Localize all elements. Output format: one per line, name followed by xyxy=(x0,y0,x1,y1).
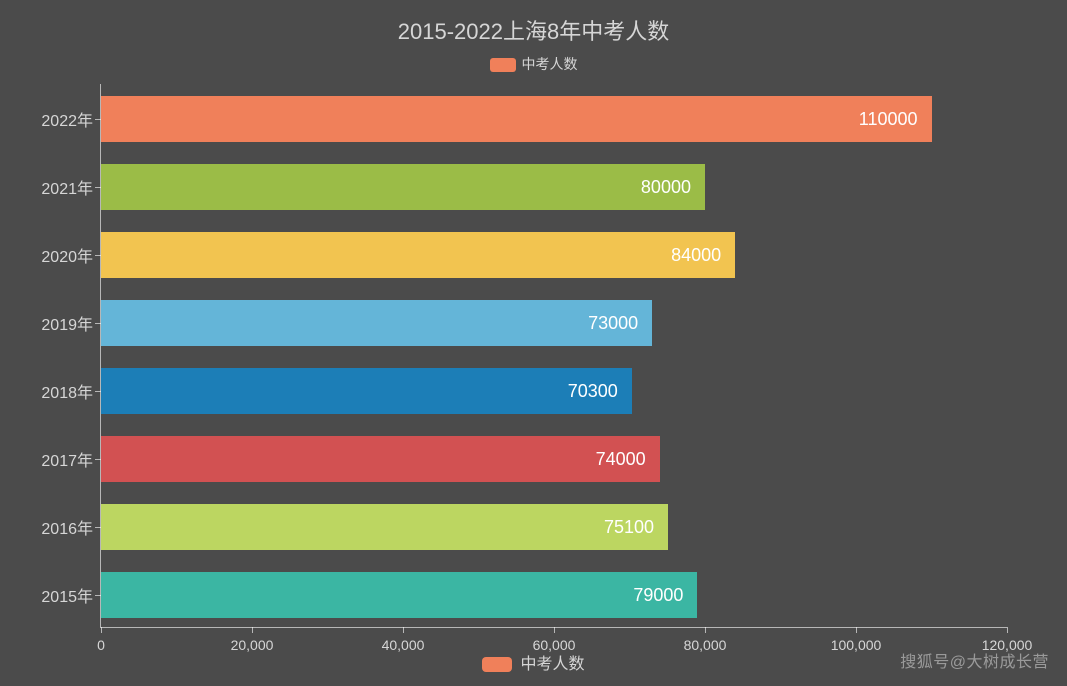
legend-top: 中考人数 xyxy=(20,54,1047,74)
y-tick xyxy=(95,255,101,256)
legend-swatch-top xyxy=(490,58,516,72)
x-tick xyxy=(856,627,857,633)
legend-swatch-bottom xyxy=(482,657,512,672)
bar-value-label: 110000 xyxy=(859,109,918,130)
bar-row: 2016年75100 xyxy=(101,504,1007,550)
y-tick xyxy=(95,187,101,188)
legend-label-top: 中考人数 xyxy=(522,56,578,72)
bar-value-label: 73000 xyxy=(588,313,638,334)
bar-value-label: 74000 xyxy=(596,449,646,470)
chart-title: 2015-2022上海8年中考人数 xyxy=(20,14,1047,46)
x-tick xyxy=(554,627,555,633)
y-axis-label: 2015年 xyxy=(29,583,93,607)
y-tick xyxy=(95,595,101,596)
x-tick xyxy=(101,627,102,633)
y-tick xyxy=(95,391,101,392)
bar-value-label: 79000 xyxy=(633,585,683,606)
bar: 110000 xyxy=(101,96,932,142)
legend-label-bottom: 中考人数 xyxy=(520,656,584,673)
y-axis-label: 2020年 xyxy=(29,243,93,267)
y-tick xyxy=(95,119,101,120)
bar: 79000 xyxy=(101,572,697,618)
y-axis-label: 2022年 xyxy=(29,107,93,131)
y-tick xyxy=(95,527,101,528)
y-axis-label: 2021年 xyxy=(29,175,93,199)
y-tick xyxy=(95,459,101,460)
y-axis-label: 2016年 xyxy=(29,515,93,539)
bar-value-label: 84000 xyxy=(671,245,721,266)
bar-row: 2022年110000 xyxy=(101,96,1007,142)
bar-row: 2020年84000 xyxy=(101,232,1007,278)
bar-value-label: 80000 xyxy=(641,177,691,198)
bar-row: 2019年73000 xyxy=(101,300,1007,346)
bar: 84000 xyxy=(101,232,735,278)
y-axis-label: 2017年 xyxy=(29,447,93,471)
x-tick xyxy=(1007,627,1008,633)
bar: 74000 xyxy=(101,436,660,482)
bar-value-label: 70300 xyxy=(568,381,618,402)
bar-row: 2017年74000 xyxy=(101,436,1007,482)
y-axis-label: 2018年 xyxy=(29,379,93,403)
bar-row: 2018年70300 xyxy=(101,368,1007,414)
bar: 80000 xyxy=(101,164,705,210)
y-axis-label: 2019年 xyxy=(29,311,93,335)
chart-container: 2015-2022上海8年中考人数 中考人数 2022年1100002021年8… xyxy=(0,0,1067,686)
bar: 75100 xyxy=(101,504,668,550)
plot-area: 2022年110000 2021年80000 2020年84000 2019年7300… xyxy=(100,84,1007,628)
y-tick xyxy=(95,323,101,324)
x-tick xyxy=(403,627,404,633)
bar-row: 2015年79000 xyxy=(101,572,1007,618)
bar-value-label: 75100 xyxy=(604,517,654,538)
bar-row: 2021年80000 xyxy=(101,164,1007,210)
bar: 70300 xyxy=(101,368,632,414)
bar: 73000 xyxy=(101,300,652,346)
x-tick xyxy=(252,627,253,633)
x-tick xyxy=(705,627,706,633)
watermark-text: 搜狐号@大树成长营 xyxy=(900,648,1049,672)
